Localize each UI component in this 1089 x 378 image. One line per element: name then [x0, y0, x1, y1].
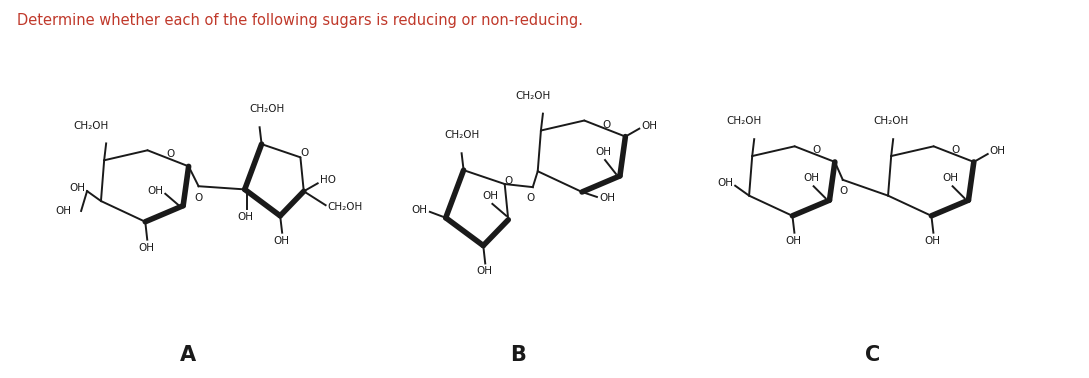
Text: CH₂OH: CH₂OH — [515, 91, 551, 101]
Text: CH₂OH: CH₂OH — [328, 202, 363, 212]
Text: OH: OH — [482, 191, 499, 201]
Text: O: O — [812, 145, 821, 155]
Text: OH: OH — [595, 147, 611, 157]
Text: O: O — [301, 148, 308, 158]
Text: CH₂OH: CH₂OH — [873, 116, 909, 126]
Text: OH: OH — [990, 146, 1006, 156]
Text: CH₂OH: CH₂OH — [444, 130, 479, 140]
Text: OH: OH — [69, 183, 85, 193]
Text: B: B — [511, 345, 526, 365]
Text: CH₂OH: CH₂OH — [74, 121, 109, 130]
Text: CH₂OH: CH₂OH — [726, 116, 762, 126]
Text: OH: OH — [273, 235, 290, 246]
Text: CH₂OH: CH₂OH — [249, 104, 284, 115]
Text: OH: OH — [476, 266, 492, 276]
Text: OH: OH — [412, 205, 428, 215]
Text: O: O — [166, 149, 174, 160]
Text: OH: OH — [943, 173, 958, 183]
Text: HO: HO — [320, 175, 335, 185]
Text: C: C — [865, 345, 880, 365]
Text: O: O — [195, 193, 203, 203]
Text: O: O — [527, 193, 535, 203]
Text: O: O — [952, 145, 959, 155]
Text: OH: OH — [599, 193, 615, 203]
Text: OH: OH — [641, 121, 658, 131]
Text: OH: OH — [718, 178, 733, 188]
Text: A: A — [180, 345, 196, 365]
Text: OH: OH — [237, 212, 254, 222]
Text: OH: OH — [56, 206, 71, 216]
Text: Determine whether each of the following sugars is reducing or non-reducing.: Determine whether each of the following … — [17, 13, 583, 28]
Text: OH: OH — [147, 186, 163, 196]
Text: O: O — [504, 176, 513, 186]
Text: OH: OH — [925, 235, 941, 246]
Text: OH: OH — [785, 235, 802, 246]
Text: OH: OH — [138, 243, 155, 253]
Text: OH: OH — [804, 173, 820, 183]
Text: O: O — [602, 119, 611, 130]
Text: O: O — [840, 186, 848, 196]
